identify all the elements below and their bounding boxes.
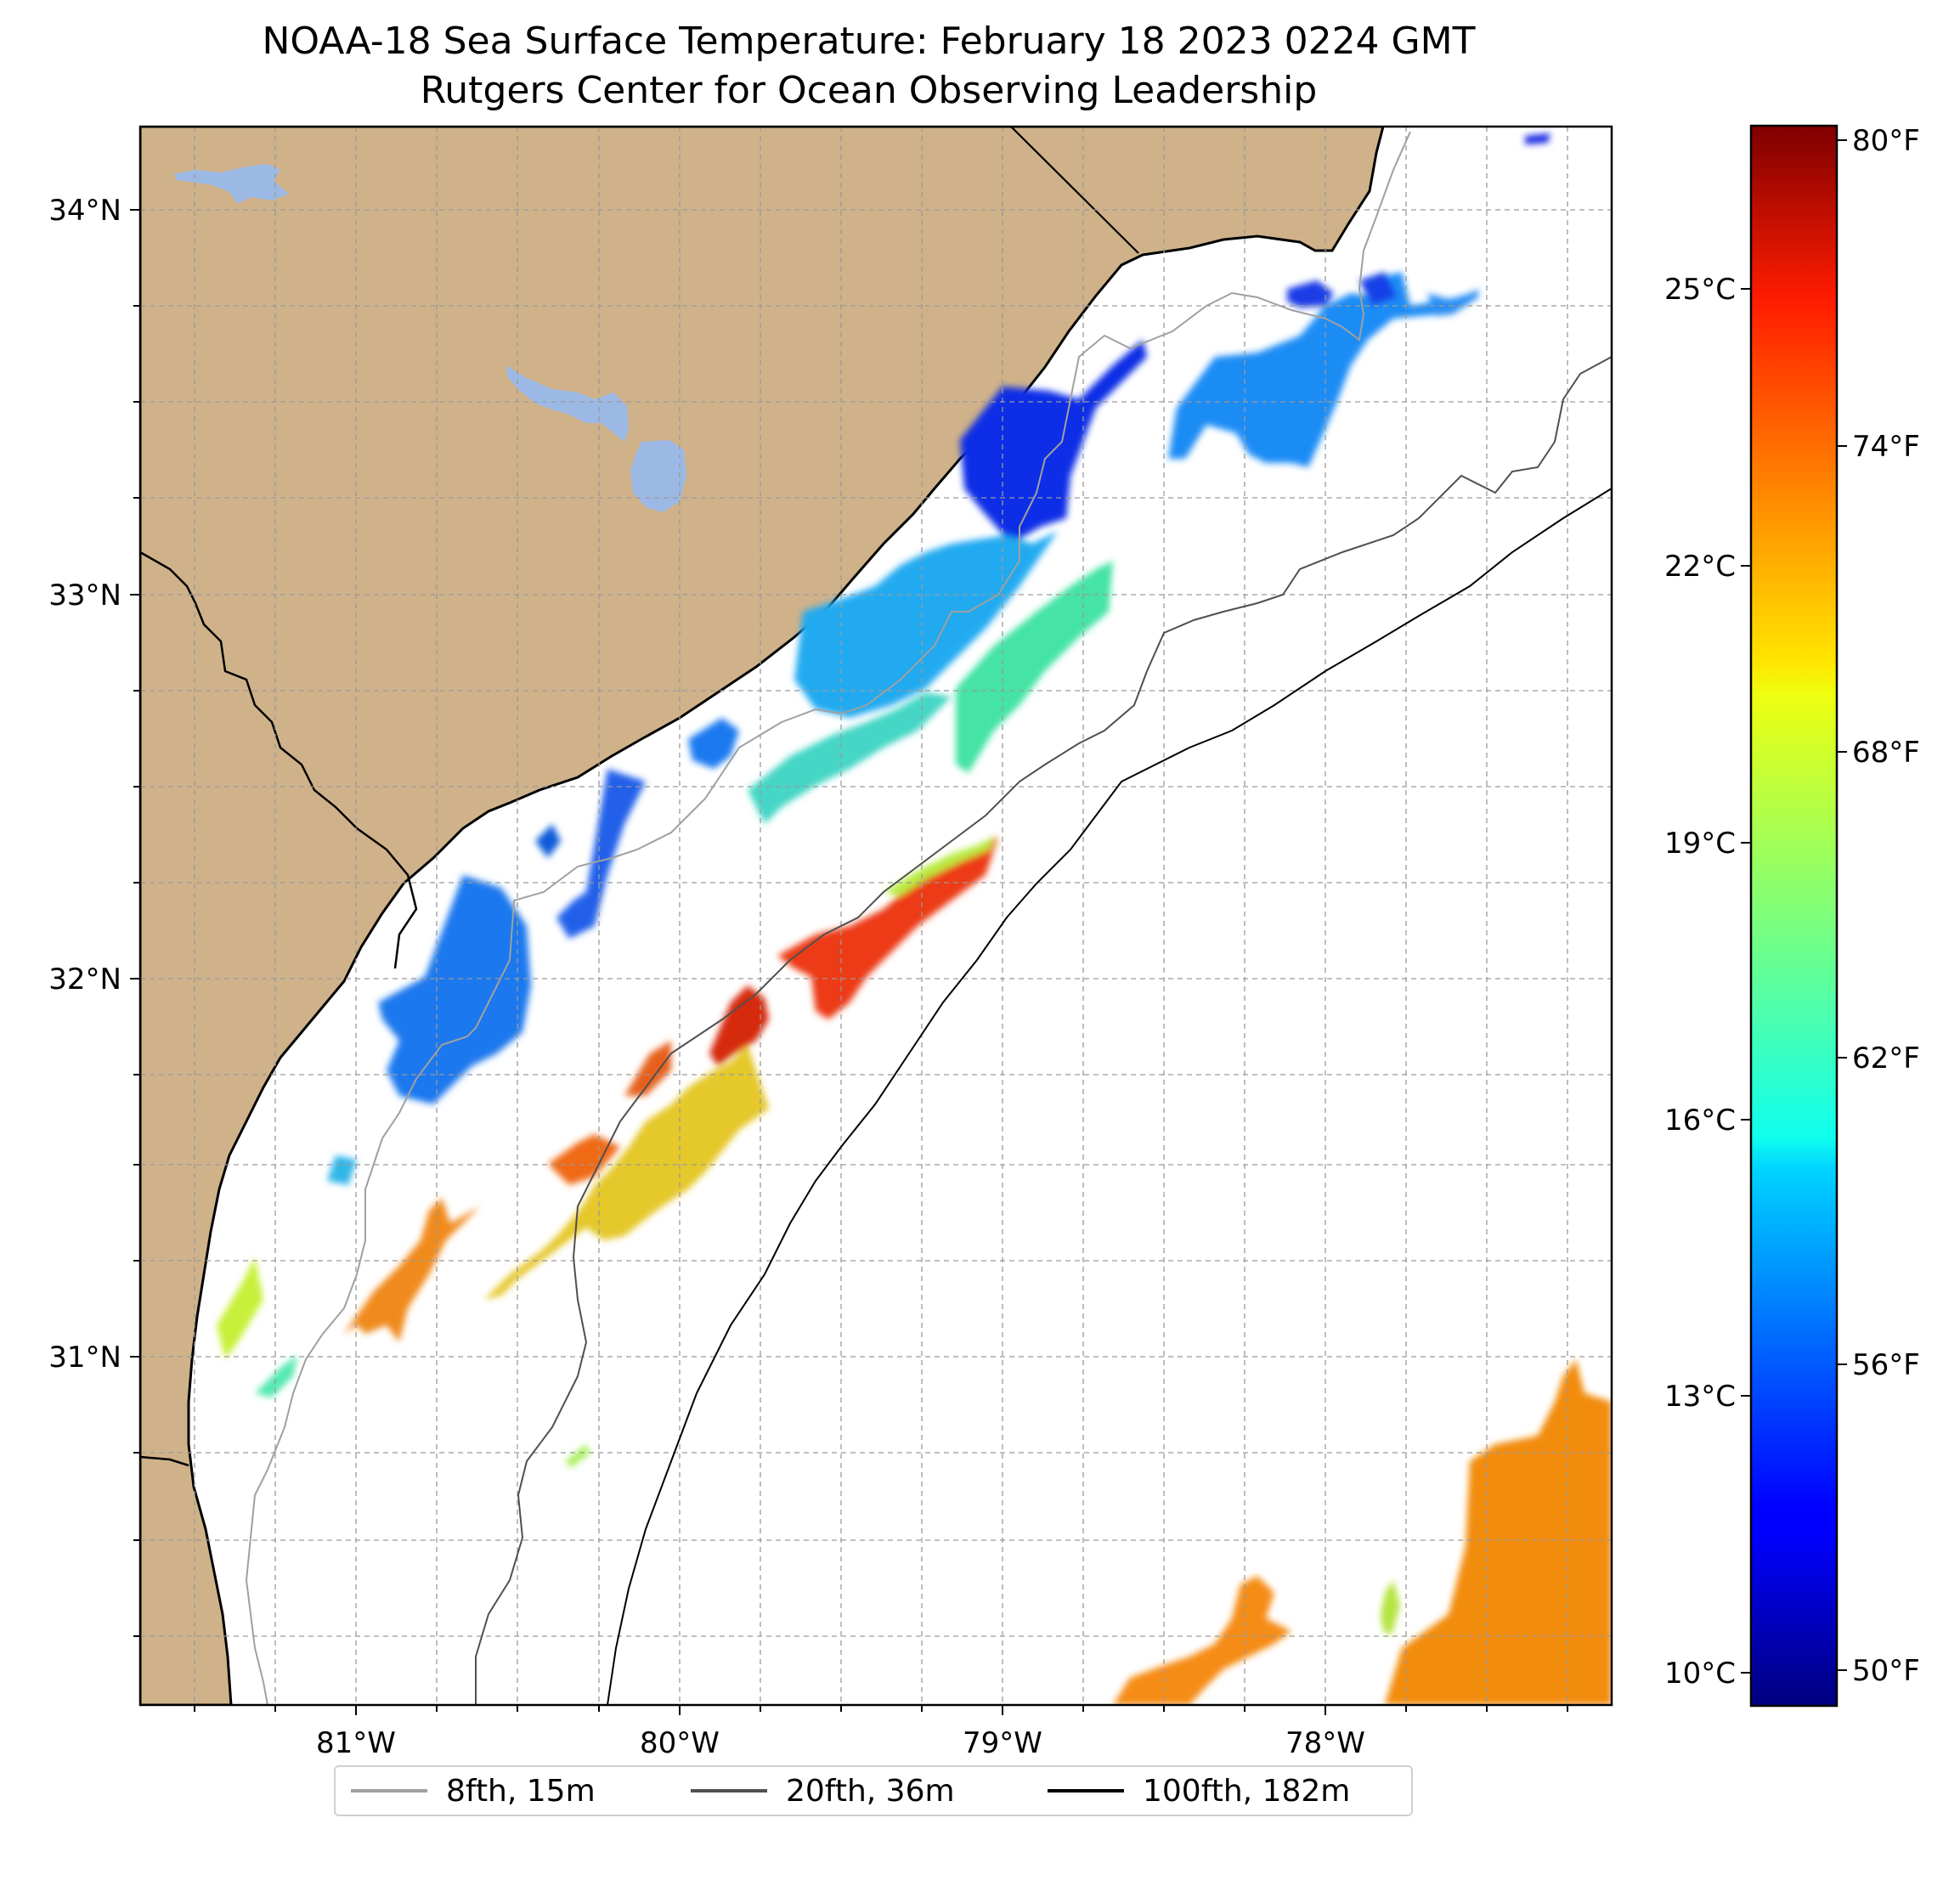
ga-fl-border — [140, 1455, 189, 1467]
fahrenheit-tick-label: 50°F — [1852, 1654, 1920, 1688]
lake-north — [174, 164, 289, 204]
isobath-legend: 8fth, 15m 20fth, 36m 100fth, 182m — [334, 1765, 1413, 1816]
lon-tick-label: 81°W — [316, 1726, 396, 1760]
colorbar-gradient — [1751, 126, 1837, 1706]
sst-patch — [624, 1041, 671, 1096]
isobath-20fth — [475, 356, 1612, 1705]
sst-patch — [777, 837, 998, 1019]
lat-tick-label: 33°N — [48, 579, 121, 613]
sst-patch — [378, 875, 531, 1104]
legend-label: 8fth, 15m — [446, 1773, 596, 1809]
legend-swatch — [351, 1789, 427, 1792]
sst-patch — [956, 561, 1113, 773]
legend-swatch — [1048, 1789, 1124, 1792]
sst-patch — [535, 824, 561, 858]
axis-ticks — [130, 209, 1568, 1715]
sst-patch — [1427, 289, 1478, 316]
legend-item-20fth: 20fth, 36m — [691, 1767, 955, 1815]
sst-patch — [688, 718, 739, 769]
sst-patch — [1381, 1580, 1400, 1635]
fahrenheit-tick-label: 80°F — [1852, 124, 1920, 158]
ga-sc-border — [140, 550, 418, 969]
sst-patch — [556, 769, 646, 939]
map-area — [140, 127, 1612, 1705]
fahrenheit-tick-label: 74°F — [1852, 430, 1920, 464]
celsius-tick-label: 13°C — [1664, 1380, 1736, 1414]
legend-item-8fth: 8fth, 15m — [351, 1767, 596, 1815]
sst-patches — [217, 133, 1612, 1705]
fahrenheit-tick-label: 68°F — [1852, 736, 1920, 770]
sst-patch — [1385, 1359, 1612, 1705]
land-mass — [140, 127, 1385, 1705]
sst-patch — [794, 531, 1058, 718]
sst-patch — [1525, 133, 1550, 144]
lon-tick-label: 79°W — [963, 1726, 1042, 1760]
celsius-tick-label: 25°C — [1664, 273, 1736, 307]
sst-patch — [344, 1198, 480, 1342]
sst-patch — [1113, 1576, 1291, 1705]
isobath-100fth — [607, 488, 1612, 1705]
lat-tick-label: 31°N — [48, 1341, 121, 1375]
map-frame — [138, 125, 1613, 1707]
lon-tick-label: 78°W — [1285, 1726, 1365, 1760]
celsius-tick-label: 16°C — [1664, 1104, 1736, 1138]
state-border — [1010, 127, 1139, 254]
fahrenheit-tick-label: 56°F — [1852, 1348, 1920, 1382]
sst-patch — [484, 1045, 769, 1300]
lat-tick-label: 34°N — [48, 194, 121, 228]
lat-tick-label: 32°N — [48, 963, 121, 996]
sst-patch — [709, 985, 769, 1066]
lon-tick-label: 80°W — [640, 1726, 720, 1760]
celsius-tick-label: 22°C — [1664, 550, 1736, 584]
map-subtitle: Rutgers Center for Ocean Observing Leade… — [420, 69, 1318, 112]
fahrenheit-tick-label: 62°F — [1852, 1042, 1920, 1075]
colorbar-frame — [1749, 124, 1839, 1708]
sst-patch — [327, 1155, 357, 1185]
sst-patch — [255, 1355, 297, 1397]
legend-swatch — [691, 1789, 767, 1792]
map-title: NOAA-18 Sea Surface Temperature: Februar… — [262, 20, 1476, 63]
isobath-8fth — [245, 131, 1411, 1705]
sst-patch — [748, 692, 952, 824]
celsius-tick-label: 19°C — [1664, 827, 1736, 861]
sst-patch — [1168, 272, 1478, 467]
legend-label: 20fth, 36m — [786, 1773, 955, 1809]
lake-marion — [506, 365, 629, 442]
legend-label: 100fth, 182m — [1143, 1773, 1351, 1809]
colorbar: 25°C 22°C 19°C 16°C 13°C 10°C 80°F 74°F … — [1664, 124, 1920, 1708]
legend-item-100fth: 100fth, 182m — [1048, 1767, 1350, 1815]
lake-moultrie — [630, 440, 686, 512]
sst-patch — [217, 1257, 263, 1359]
sst-patch — [1359, 272, 1398, 306]
sst-patch — [960, 340, 1147, 544]
sst-patch — [1287, 280, 1334, 308]
celsius-tick-label: 10°C — [1664, 1657, 1736, 1691]
sst-patch — [548, 1134, 620, 1185]
sst-patch — [884, 837, 994, 896]
sst-patch — [565, 1444, 590, 1468]
graticule — [140, 127, 1612, 1705]
